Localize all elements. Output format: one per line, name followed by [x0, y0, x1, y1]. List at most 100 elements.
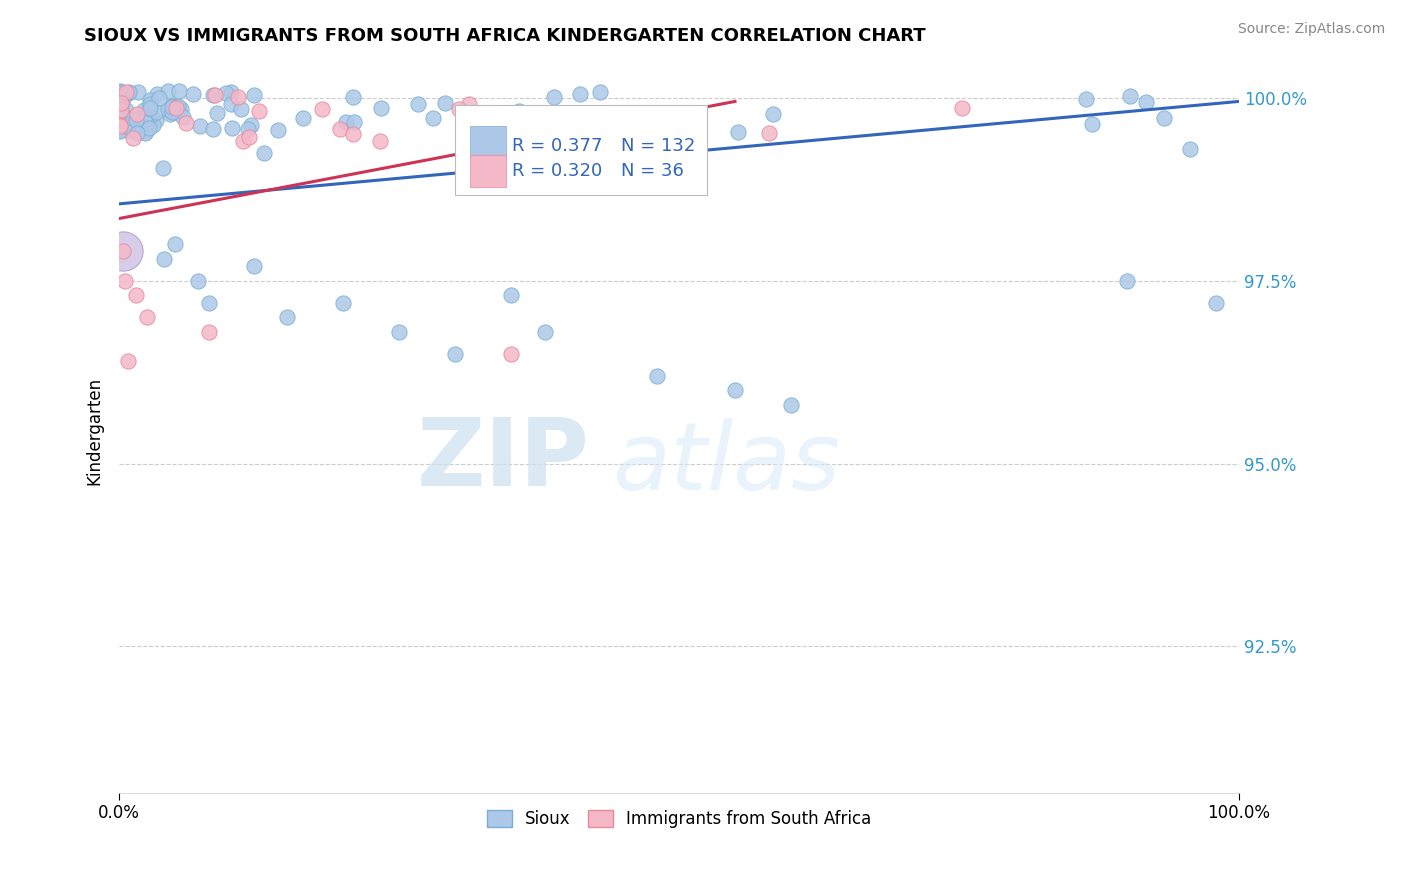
Point	[156, 102, 179, 116]
Point	[165, 237, 187, 252]
Point	[187, 274, 209, 288]
Point	[550, 110, 572, 124]
FancyBboxPatch shape	[470, 155, 506, 187]
Point	[165, 101, 187, 115]
Point	[114, 115, 136, 129]
Point	[453, 116, 475, 130]
Point	[127, 85, 149, 99]
Point	[335, 115, 357, 129]
Point	[110, 96, 132, 111]
Point	[142, 118, 165, 132]
Text: Source: ZipAtlas.com: Source: ZipAtlas.com	[1237, 22, 1385, 37]
Point	[494, 109, 516, 123]
Point	[488, 114, 510, 128]
Point	[758, 126, 780, 140]
Point	[228, 90, 250, 104]
Point	[641, 145, 664, 160]
Point	[108, 91, 131, 105]
Point	[108, 118, 131, 132]
Point	[138, 120, 160, 135]
Point	[108, 111, 131, 125]
Point	[242, 259, 264, 273]
Point	[533, 145, 555, 159]
Point	[160, 104, 183, 119]
Point	[370, 101, 392, 115]
Point	[136, 310, 159, 325]
Point	[1119, 89, 1142, 103]
Point	[108, 123, 131, 137]
Point	[139, 93, 162, 107]
Point	[780, 398, 803, 412]
Point	[139, 97, 162, 112]
Point	[231, 103, 253, 117]
Point	[163, 105, 186, 120]
Point	[125, 112, 148, 127]
Point	[117, 122, 139, 136]
Point	[501, 347, 523, 361]
FancyBboxPatch shape	[456, 104, 707, 195]
Point	[108, 85, 131, 99]
Point	[616, 126, 638, 140]
Point	[159, 107, 181, 121]
Point	[238, 130, 260, 145]
Point	[678, 105, 700, 120]
Point	[645, 368, 668, 383]
Point	[139, 101, 162, 115]
Point	[1178, 142, 1201, 156]
Point	[181, 87, 204, 101]
Point	[221, 96, 243, 111]
Point	[651, 114, 673, 128]
Point	[762, 107, 785, 121]
Point	[108, 86, 131, 100]
Point	[165, 99, 187, 113]
Point	[276, 310, 298, 325]
Point	[160, 100, 183, 114]
Point	[110, 87, 132, 102]
Point	[114, 103, 136, 117]
Point	[343, 115, 366, 129]
Text: R = 0.377: R = 0.377	[512, 136, 603, 154]
Point	[145, 113, 167, 128]
Point	[148, 91, 170, 105]
Point	[125, 288, 148, 302]
Point	[457, 96, 479, 111]
Point	[1135, 95, 1157, 109]
Point	[447, 102, 470, 116]
Legend: Sioux, Immigrants from South Africa: Sioux, Immigrants from South Africa	[481, 804, 877, 835]
Point	[551, 117, 574, 131]
Point	[122, 131, 145, 145]
Point	[108, 84, 131, 98]
Point	[156, 84, 179, 98]
Point	[724, 384, 747, 398]
Point	[172, 110, 194, 124]
Point	[388, 325, 411, 339]
Point	[1205, 295, 1227, 310]
Point	[138, 109, 160, 123]
Point	[508, 103, 530, 118]
Point	[110, 103, 132, 117]
Point	[108, 118, 131, 132]
Point	[145, 104, 167, 119]
Point	[108, 91, 131, 105]
Point	[463, 134, 485, 148]
Text: N = 132: N = 132	[621, 136, 695, 154]
Point	[117, 354, 139, 368]
Point	[198, 325, 221, 339]
Point	[219, 86, 242, 100]
Point	[188, 119, 211, 133]
FancyBboxPatch shape	[470, 127, 506, 158]
Point	[342, 90, 364, 104]
Text: atlas: atlas	[612, 417, 841, 508]
Point	[202, 87, 225, 102]
Point	[108, 124, 131, 138]
Point	[114, 274, 136, 288]
Point	[110, 96, 132, 111]
Point	[108, 123, 131, 137]
Point	[408, 96, 430, 111]
Point	[342, 127, 364, 141]
Point	[291, 111, 314, 125]
Point	[205, 106, 228, 120]
Point	[543, 89, 565, 103]
Point	[174, 116, 197, 130]
Point	[950, 101, 973, 115]
